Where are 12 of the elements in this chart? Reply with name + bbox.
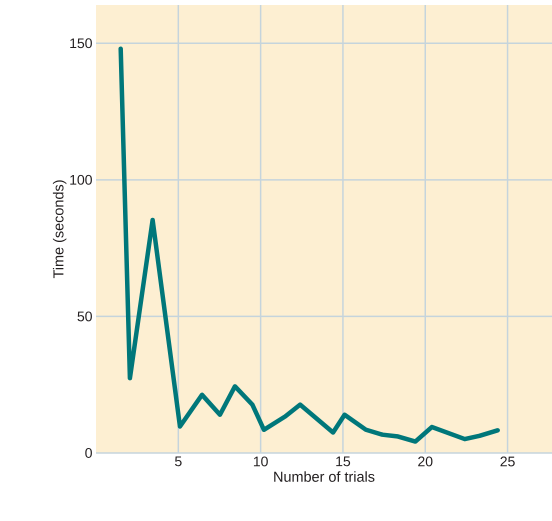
y-tick-label: 50 (78, 311, 92, 322)
x-axis-title: Number of trials (274, 471, 374, 482)
x-tick-label: 20 (418, 456, 432, 466)
x-tick-label: 10 (254, 456, 268, 466)
y-tick-label: 100 (70, 174, 92, 185)
y-tick-label: 150 (70, 38, 92, 48)
y-axis-title: Time (seconds) (52, 180, 66, 278)
x-tick-label: 15 (336, 456, 350, 466)
y-tick-label: 0 (85, 448, 92, 458)
line-series (118, 46, 500, 444)
x-tick-label: 25 (500, 456, 515, 466)
x-tick-label: 5 (174, 456, 182, 466)
